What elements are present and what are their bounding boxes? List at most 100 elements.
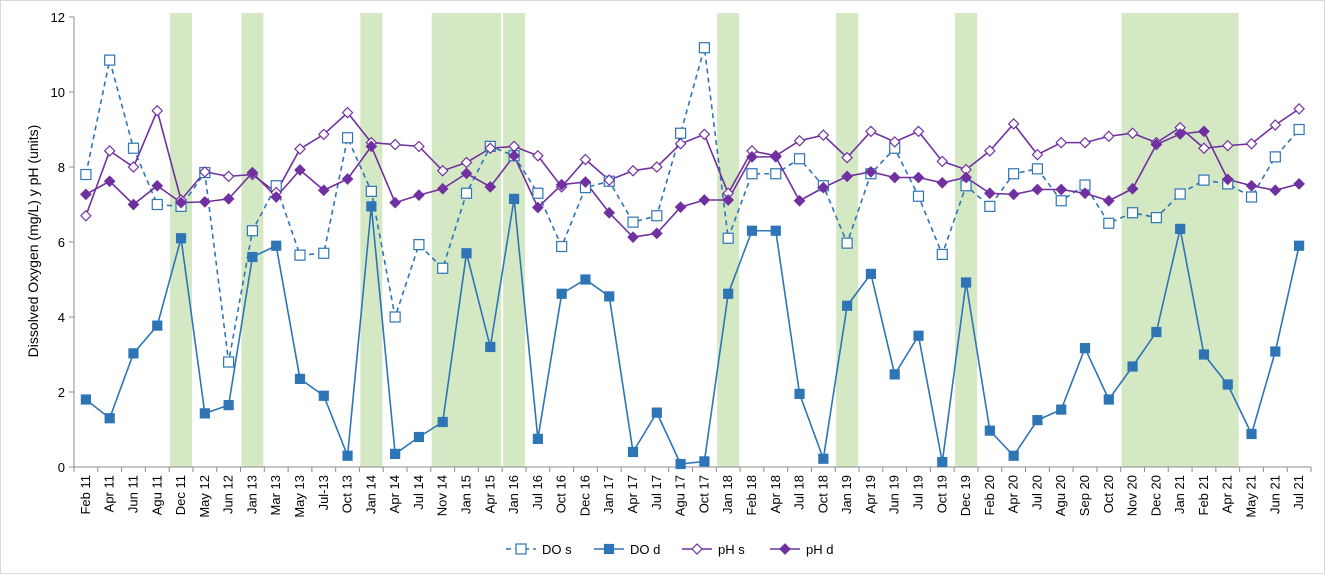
- shaded-period-8: [1121, 13, 1239, 467]
- point-ph-s: [936, 155, 949, 168]
- x-tick-label: Apr 15: [482, 475, 497, 513]
- point-do-d: [960, 277, 972, 288]
- point-do-d: [1032, 415, 1043, 426]
- x-tick-label: Jan 19: [839, 475, 854, 514]
- x-tick-label: Apr 21: [1220, 475, 1235, 513]
- x-tick-label: May 12: [197, 475, 212, 518]
- point-do-d: [390, 448, 401, 459]
- point-ph-s: [103, 145, 116, 157]
- x-tick-label: Jul 21: [1291, 475, 1306, 510]
- axes: 0 2 4 6 8 10 12 Feb 11 Apr 11 Jun 11 Agu 11 Dec 11 M…: [51, 10, 1312, 518]
- point-do-d: [889, 369, 900, 380]
- shaded-period-2: [360, 13, 383, 467]
- x-tick-label: Jan 15: [459, 475, 474, 514]
- legend: DO s DO d pH s pH d: [506, 542, 833, 557]
- point-ph-s: [151, 104, 164, 117]
- y-tick-label: 8: [58, 160, 65, 175]
- point-do-d: [746, 225, 758, 236]
- x-tick-label: Apr 20: [1006, 475, 1021, 513]
- x-tick-label: Apr 18: [768, 475, 783, 513]
- point-ph-s: [865, 125, 877, 138]
- point-ph-s: [1293, 103, 1305, 115]
- point-ph-d: [151, 179, 164, 192]
- point-ph-d: [1221, 173, 1234, 186]
- point-ph-d: [222, 193, 235, 205]
- shaded-period-4: [503, 13, 526, 467]
- series-line-ph-d: [85, 130, 1300, 238]
- y-axis-label: Dissolved Oxygen (mg/L) y pH (units): [25, 125, 41, 358]
- series-line-ph-s: [85, 108, 1300, 217]
- point-ph-d: [198, 196, 211, 208]
- point-do-d: [604, 291, 615, 302]
- series-markers: [80, 42, 1305, 470]
- x-tick-label: Agu 20: [1053, 475, 1068, 516]
- x-tick-label: Oct 13: [340, 475, 355, 513]
- point-do-d: [1079, 343, 1091, 354]
- x-tick-label: Jun 12: [221, 475, 236, 514]
- point-do-d: [294, 373, 306, 384]
- point-ph-d: [1031, 183, 1044, 196]
- y-tick-label: 12: [51, 10, 65, 25]
- x-tick-label: Agu 11: [149, 475, 164, 515]
- point-ph-s: [984, 145, 996, 157]
- x-tick-label: May 13: [292, 475, 307, 518]
- point-ph-s: [127, 161, 140, 173]
- point-ph-s: [817, 129, 830, 141]
- point-do-d: [1246, 428, 1257, 440]
- x-tick-label: Mar 13: [268, 475, 283, 515]
- point-ph-d: [1055, 183, 1068, 196]
- point-ph-s: [341, 106, 354, 119]
- point-ph-d: [175, 196, 187, 209]
- point-do-d: [984, 425, 995, 436]
- point-ph-s: [912, 125, 925, 138]
- point-do-s: [341, 132, 354, 144]
- x-tick-label: May 21: [1244, 475, 1259, 518]
- point-ph-d: [579, 176, 592, 188]
- point-do-d: [104, 413, 115, 424]
- point-do-s: [294, 249, 306, 261]
- point-do-s: [437, 262, 449, 274]
- x-tick-label: Feb 20: [982, 475, 997, 515]
- point-ph-s: [1055, 136, 1068, 149]
- x-tick-label: Jun 11: [125, 475, 140, 513]
- point-ph-s: [294, 143, 306, 155]
- y-tick-label: 2: [58, 385, 65, 400]
- point-do-d: [1127, 361, 1138, 372]
- point-do-s: [1126, 207, 1139, 219]
- point-ph-d: [722, 194, 735, 206]
- point-ph-d: [317, 184, 330, 197]
- point-do-s: [1031, 163, 1044, 175]
- x-tick-label: Jul 14: [411, 475, 426, 510]
- legend-item-do-d: DO d: [594, 542, 660, 557]
- point-do-d: [366, 201, 377, 212]
- series-line-do-d: [85, 198, 1300, 465]
- point-ph-d: [1126, 182, 1139, 195]
- point-ph-d: [532, 201, 544, 214]
- point-do-d: [580, 274, 591, 285]
- legend-item-ph-s: pH s: [682, 542, 745, 557]
- point-do-s: [1150, 212, 1162, 224]
- point-do-s: [1055, 195, 1067, 207]
- point-do-s: [1174, 188, 1186, 200]
- point-do-d: [1175, 223, 1186, 234]
- x-tick-label: Agu 17: [673, 475, 688, 516]
- point-do-d: [1103, 394, 1114, 405]
- point-ph-s: [627, 164, 639, 177]
- point-do-d: [485, 341, 496, 353]
- point-ph-d: [841, 170, 853, 183]
- x-tick-label: Oct 19: [934, 475, 949, 513]
- point-do-s: [389, 311, 401, 323]
- x-tick-label: Jan 21: [1172, 475, 1187, 514]
- point-ph-d: [793, 194, 806, 207]
- point-ph-s: [80, 209, 92, 222]
- point-do-s: [651, 210, 663, 222]
- x-tick-label: Apr 14: [387, 475, 402, 513]
- x-tick-label: Jul 19: [910, 475, 925, 510]
- point-ph-s: [674, 137, 687, 150]
- point-ph-d: [912, 171, 925, 184]
- point-ph-d: [270, 191, 283, 203]
- point-do-d: [152, 320, 163, 331]
- point-do-s: [1103, 217, 1115, 229]
- point-do-s: [722, 232, 734, 244]
